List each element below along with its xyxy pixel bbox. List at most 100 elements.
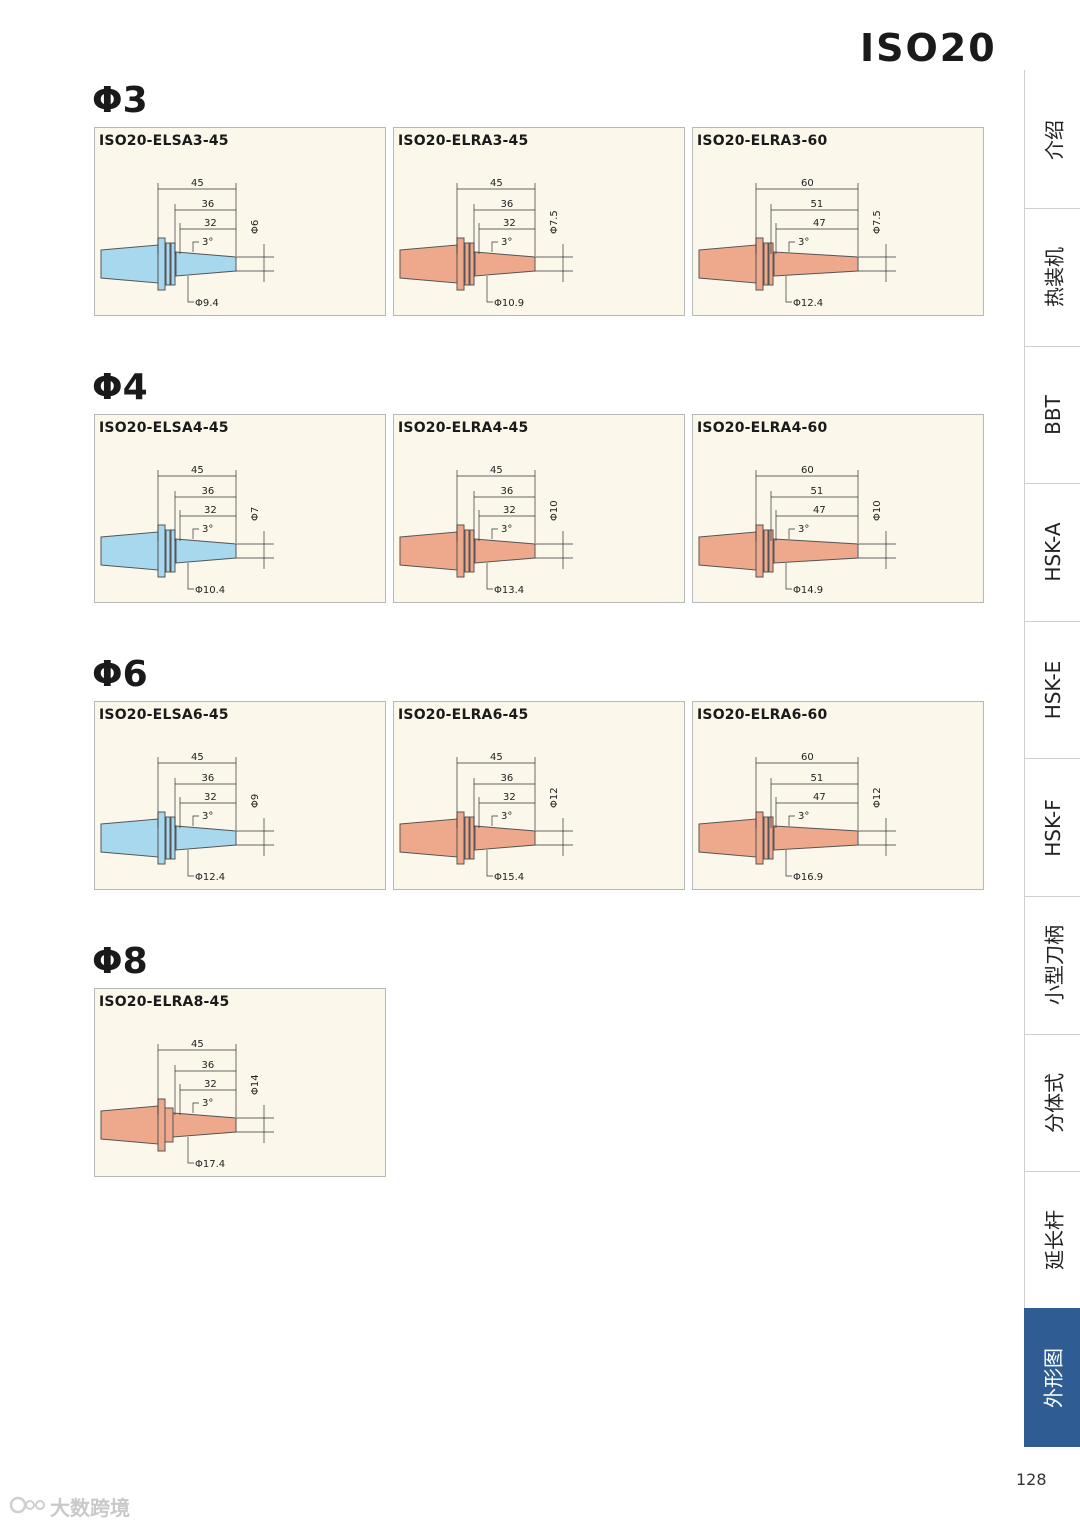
product-model-code: ISO20-ELRA3-60: [697, 133, 828, 149]
flange-shape: [157, 237, 166, 291]
side-nav: 介绍 热装机 BBT HSK-A HSK-E HSK-F 小型刀柄分体式延长杆外形图: [1024, 70, 1080, 1448]
tip-diameter-dimension: Φ6: [250, 220, 261, 234]
length3-dimension: 32: [204, 792, 217, 803]
flange-diameter-dimension: Φ9.4: [195, 298, 219, 309]
product-model-code: ISO20-ELRA6-45: [398, 707, 529, 723]
length3-dimension: 32: [204, 218, 217, 229]
holder-drawing: 60 51 47 3° Φ16.9 Φ12: [698, 752, 896, 883]
side-nav-tab[interactable]: HSK-F: [1024, 758, 1080, 897]
product-model-code: ISO20-ELRA4-45: [398, 420, 529, 436]
extension-shape: [175, 825, 237, 851]
side-nav-tab[interactable]: 介绍: [1024, 70, 1080, 209]
length-dimension: 45: [191, 465, 204, 476]
ring-shape: [464, 242, 470, 286]
taper-shape: [100, 244, 159, 284]
holder-drawing: 60 51 47 3° Φ14.9 Φ10: [698, 465, 896, 596]
length-dimension: 45: [191, 178, 204, 189]
length3-dimension: 47: [813, 218, 826, 229]
watermark-text: 大数跨境: [50, 1496, 130, 1520]
side-nav-tab[interactable]: 热装机: [1024, 207, 1080, 347]
side-nav-tab[interactable]: BBT: [1024, 345, 1080, 485]
length3-dimension: 32: [503, 218, 516, 229]
side-nav-tab[interactable]: 小型刀柄: [1024, 895, 1080, 1035]
flange-diameter-dimension: Φ10.4: [195, 585, 225, 596]
side-nav-tab[interactable]: 分体式: [1024, 1033, 1080, 1173]
ring-shape: [170, 242, 176, 286]
ring-shape: [469, 529, 475, 573]
side-nav-tab[interactable]: HSK-A: [1024, 482, 1080, 622]
ring-shape: [464, 816, 470, 860]
side-nav-tab-label: 分体式: [1042, 1072, 1066, 1133]
side-nav-tab-label: HSK-F: [1040, 798, 1065, 857]
length2-dimension: 36: [501, 773, 514, 784]
flange-shape: [755, 524, 764, 578]
flange-shape: [157, 811, 166, 865]
length3-dimension: 32: [503, 792, 516, 803]
side-nav-tab[interactable]: 延长杆: [1024, 1170, 1080, 1310]
product-model-code: ISO20-ELRA6-60: [697, 707, 828, 723]
taper-shape: [399, 244, 458, 284]
flange-diameter-dimension: Φ13.4: [494, 585, 524, 596]
product-card: 60 51 47 3° Φ12.4 Φ7.5 ISO20-ELRA3-60: [692, 127, 984, 316]
watermark-logo-icon: [9, 1496, 45, 1514]
flange-shape: [456, 811, 465, 865]
holder-drawing: 45 36 32 3° Φ10.9 Φ7.5: [399, 178, 573, 309]
angle-dimension: 3°: [501, 524, 512, 535]
product-card: 45 36 32 3° Φ17.4 Φ14 ISO20-ELRA8-45: [94, 988, 386, 1177]
tip-diameter-dimension: Φ12: [872, 787, 883, 808]
length2-dimension: 36: [202, 199, 215, 210]
tip-diameter-dimension: Φ10: [872, 500, 883, 521]
product-model-code: ISO20-ELSA6-45: [99, 707, 229, 723]
length2-dimension: 36: [202, 773, 215, 784]
holder-drawing: 60 51 47 3° Φ12.4 Φ7.5: [698, 178, 896, 309]
side-nav-tab-label: HSK-E: [1040, 660, 1065, 720]
section-heading: Φ6: [92, 654, 148, 695]
taper-shape: [100, 818, 159, 858]
side-nav-tab-label: HSK-A: [1040, 522, 1065, 582]
side-nav-tab-label: 外形图: [1041, 1347, 1066, 1408]
ring-shape: [165, 242, 171, 286]
length-dimension: 45: [490, 178, 503, 189]
product-card: 45 36 32 3° Φ9.4 Φ6 ISO20-ELSA3-45: [94, 127, 386, 316]
tip-diameter-dimension: Φ10: [549, 500, 560, 521]
taper-shape: [100, 1105, 159, 1145]
product-model-code: ISO20-ELRA4-60: [697, 420, 828, 436]
side-nav-tab[interactable]: 外形图: [1024, 1308, 1080, 1448]
ring-shape: [469, 242, 475, 286]
product-card: 45 36 32 3° Φ10.9 Φ7.5 ISO20-ELRA3-45: [393, 127, 685, 316]
side-nav-tab-label: 延长杆: [1042, 1210, 1066, 1271]
holder-drawing: 45 36 32 3° Φ17.4 Φ14: [100, 1039, 274, 1170]
flange-diameter-dimension: Φ17.4: [195, 1159, 225, 1170]
extension-shape: [175, 538, 237, 564]
angle-dimension: 3°: [202, 1098, 213, 1109]
ring-shape: [165, 529, 171, 573]
product-model-code: ISO20-ELSA3-45: [99, 133, 229, 149]
flange-diameter-dimension: Φ10.9: [494, 298, 524, 309]
tip-diameter-dimension: Φ12: [549, 787, 560, 808]
length-dimension: 45: [490, 752, 503, 763]
length3-dimension: 32: [204, 505, 217, 516]
flange-diameter-dimension: Φ14.9: [793, 585, 823, 596]
section-heading: Φ4: [92, 367, 148, 408]
holder-drawing: 45 36 32 3° Φ13.4 Φ10: [399, 465, 573, 596]
extension-shape: [474, 251, 536, 277]
flange-shape: [456, 237, 465, 291]
side-nav-tab[interactable]: HSK-E: [1024, 620, 1080, 760]
flange-diameter-dimension: Φ15.4: [494, 872, 524, 883]
flange-shape: [157, 1098, 166, 1152]
angle-dimension: 3°: [798, 811, 809, 822]
tip-diameter-dimension: Φ7.5: [549, 210, 560, 234]
ring-shape: [763, 529, 769, 573]
page-number: 128: [1016, 1470, 1047, 1489]
product-card: 60 51 47 3° Φ14.9 Φ10 ISO20-ELRA4-60: [692, 414, 984, 603]
flange-diameter-dimension: Φ12.4: [195, 872, 225, 883]
product-model-code: ISO20-ELSA4-45: [99, 420, 229, 436]
length2-dimension: 36: [202, 486, 215, 497]
angle-dimension: 3°: [798, 524, 809, 535]
product-card: 60 51 47 3° Φ16.9 Φ12 ISO20-ELRA6-60: [692, 701, 984, 890]
page-title: ISO20: [860, 26, 997, 70]
length-dimension: 45: [191, 752, 204, 763]
product-model-code: ISO20-ELRA8-45: [99, 994, 230, 1010]
flange-diameter-dimension: Φ12.4: [793, 298, 823, 309]
extension-shape: [773, 251, 859, 277]
